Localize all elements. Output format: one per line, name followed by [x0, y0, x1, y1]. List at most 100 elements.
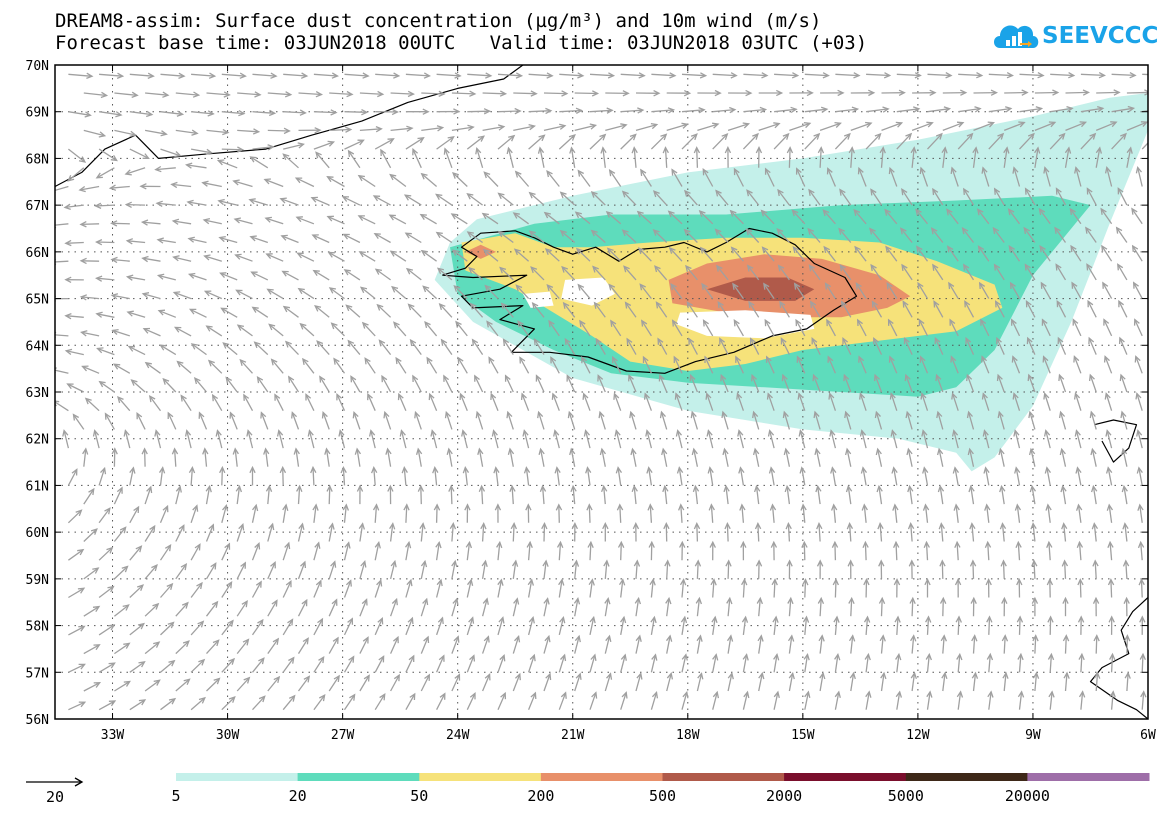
wind-vector	[571, 522, 578, 542]
wind-vector	[110, 256, 130, 264]
wind-vector	[688, 337, 698, 355]
wind-vector	[297, 522, 305, 542]
wind-vector	[313, 655, 325, 673]
wind-vector	[621, 229, 637, 243]
wind-vector	[829, 429, 837, 449]
wind-vector	[160, 582, 174, 598]
wind-vector	[739, 503, 746, 523]
wind-vector	[915, 208, 929, 225]
wind-vector	[187, 236, 207, 244]
wind-vector	[324, 447, 331, 467]
wind-vector	[282, 656, 295, 673]
wind-vector	[1117, 187, 1128, 206]
wind-vector	[725, 559, 732, 579]
wind-vector	[667, 210, 683, 225]
wind-vector	[723, 484, 730, 505]
wind-vector	[830, 466, 837, 486]
wind-vector	[83, 487, 95, 505]
wind-vector	[605, 211, 622, 225]
wind-vector	[712, 133, 729, 150]
wind-vector	[98, 507, 111, 524]
wind-vector	[367, 392, 376, 411]
wind-vector	[129, 545, 143, 561]
wind-vector	[142, 327, 161, 337]
wind-vector	[1050, 105, 1074, 113]
wind-vector	[1072, 318, 1082, 337]
wind-vector	[110, 220, 130, 227]
wind-vector	[67, 167, 85, 182]
wind-vector	[818, 634, 825, 654]
wind-vector	[282, 579, 292, 598]
wind-vector	[486, 320, 499, 337]
wind-vector	[1058, 410, 1067, 430]
wind-vector	[232, 179, 253, 188]
wind-vector	[1096, 89, 1121, 96]
wind-vector	[848, 596, 855, 617]
wind-vector	[63, 203, 84, 211]
reference-vector-head	[74, 777, 84, 787]
wind-vector	[1120, 410, 1128, 430]
wind-vector	[1141, 141, 1148, 150]
wind-vector	[939, 559, 946, 579]
wind-vector	[430, 429, 438, 449]
wind-vector	[875, 447, 883, 467]
wind-vector	[543, 123, 567, 132]
wind-vector	[662, 146, 669, 168]
wind-vector	[849, 671, 856, 692]
wind-vector	[724, 145, 732, 168]
wind-vector	[82, 447, 89, 467]
wind-vector	[630, 447, 637, 467]
wind-vector	[963, 187, 975, 206]
wind-vector	[772, 615, 779, 635]
wind-vector	[1056, 299, 1067, 318]
wind-vector	[847, 559, 854, 579]
wind-vector	[205, 325, 223, 337]
wind-vector	[405, 654, 415, 673]
wind-vector	[1043, 429, 1051, 449]
wind-vector	[95, 239, 115, 246]
wind-vector	[574, 90, 600, 97]
wind-vector	[693, 146, 701, 168]
wind-vector	[764, 167, 775, 187]
wind-vector	[359, 636, 369, 654]
wind-vector	[933, 300, 944, 318]
wind-vector	[1078, 652, 1085, 673]
wind-vector	[1059, 447, 1067, 467]
wind-vector	[1131, 207, 1143, 225]
wind-vector	[890, 429, 898, 449]
wind-vector	[616, 503, 624, 523]
wind-vector	[444, 410, 453, 430]
wind-vector	[939, 596, 947, 617]
wind-vector	[707, 466, 714, 486]
wind-vector	[83, 644, 101, 655]
wind-vector	[477, 447, 484, 467]
wind-vector	[72, 413, 85, 430]
wind-vector	[650, 690, 659, 710]
wind-vector	[436, 654, 445, 673]
wind-vector	[372, 195, 391, 206]
wind-vector	[98, 380, 115, 393]
wind-vector	[359, 286, 376, 300]
wind-vector	[368, 429, 376, 449]
wind-vector	[958, 72, 984, 79]
wind-vector	[537, 410, 545, 430]
wind-vector	[513, 123, 536, 132]
wind-vector	[507, 447, 515, 467]
wind-vector	[712, 72, 738, 79]
wind-vector	[543, 634, 551, 654]
wind-vector	[1080, 105, 1105, 113]
wind-vector	[895, 690, 903, 710]
wind-vector	[313, 72, 339, 79]
wind-vector	[175, 640, 190, 655]
wind-vector	[451, 673, 461, 692]
wind-vector	[1075, 503, 1083, 523]
wind-vector	[465, 540, 473, 561]
wind-vector	[1126, 121, 1148, 132]
wind-vector	[774, 72, 800, 79]
wind-vector	[538, 447, 545, 467]
wind-vector	[574, 123, 598, 132]
wind-vector	[686, 301, 698, 318]
wind-vector	[391, 285, 407, 300]
wind-vector	[730, 246, 744, 262]
chart-title: DREAM8-assim: Surface dust concentration…	[55, 10, 822, 32]
